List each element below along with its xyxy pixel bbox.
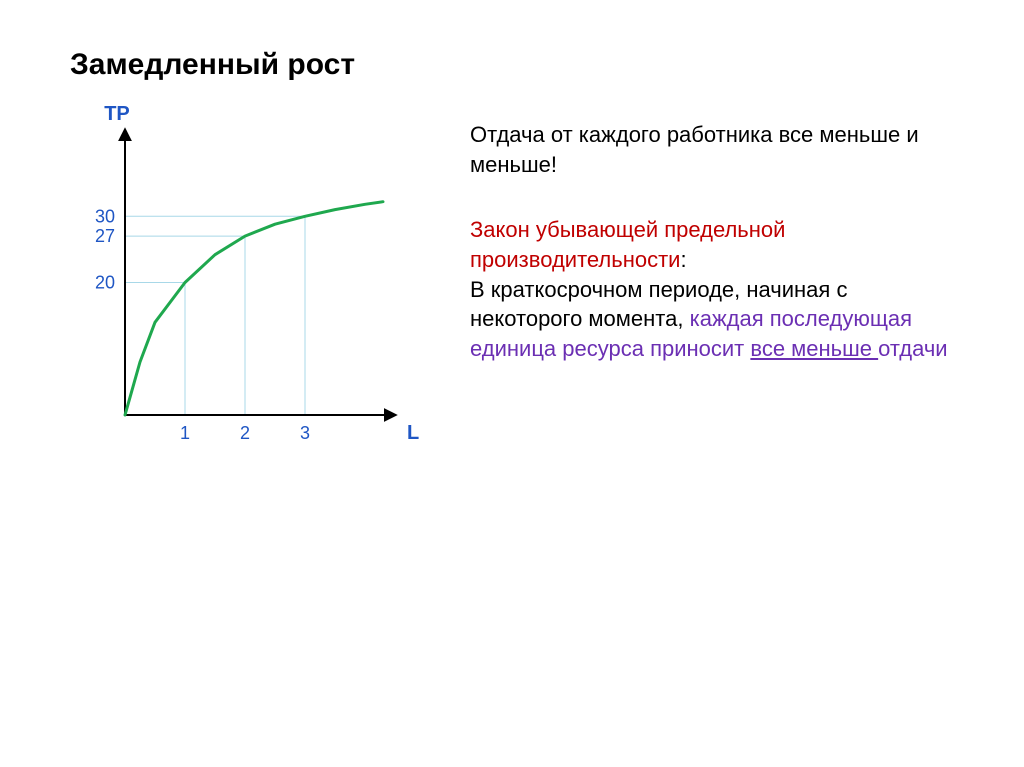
- y-axis-label: TP: [104, 103, 130, 125]
- paragraph-1: Отдача от каждого работника все меньше и…: [470, 120, 954, 179]
- colon: :: [680, 247, 686, 272]
- x-tick-label: 1: [180, 423, 190, 443]
- p2-underline: все меньше: [750, 336, 878, 361]
- x-tick-label: 3: [300, 423, 310, 443]
- curve: [125, 202, 383, 415]
- y-tick-label: 30: [95, 206, 115, 226]
- law-title: Закон убывающей предельной производитель…: [470, 217, 785, 272]
- content-row: 20 2730 1 2 3 TP L Отдача от каждого работника…: [70, 100, 954, 470]
- slide-title: Замедленный рост: [70, 48, 954, 82]
- chart-area: 20 2730 1 2 3 TP L: [70, 100, 430, 470]
- chart-svg: 20 2730 1 2 3 TP L: [70, 100, 430, 470]
- paragraph-2: Закон убывающей предельной производитель…: [470, 215, 954, 363]
- y-tick-label: 27: [95, 226, 115, 246]
- y-tick-label: 20: [95, 273, 115, 293]
- p2-purple-post: отдачи: [878, 336, 947, 361]
- x-tick-label: 2: [240, 423, 250, 443]
- x-axis-label: L: [407, 422, 419, 444]
- slide-root: Замедленный рост 20 2730 1 2 3 TP L Отдача от …: [0, 0, 1024, 767]
- explanation-text: Отдача от каждого работника все меньше и…: [470, 100, 954, 400]
